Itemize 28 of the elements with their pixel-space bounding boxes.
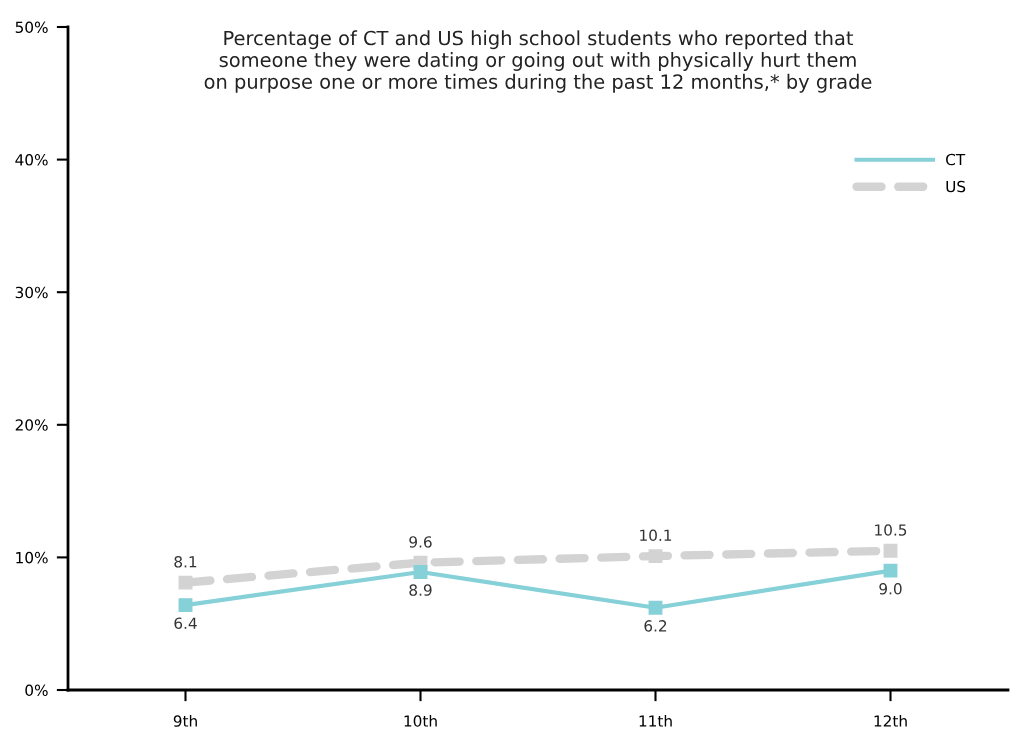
point: [648, 549, 663, 564]
data-label: 8.1: [174, 556, 197, 568]
data-label: 8.9: [409, 584, 432, 596]
point: [648, 600, 663, 615]
point: [178, 598, 193, 613]
y-tick-label: 10%: [16, 551, 48, 564]
data-label: 6.2: [644, 620, 667, 632]
y-tick-label: 0%: [25, 684, 48, 697]
point: [883, 563, 898, 578]
x-tick-label: 12th: [874, 715, 907, 727]
point: [413, 565, 428, 579]
x-tick-label: 9th: [173, 715, 197, 727]
data-label: 9.6: [409, 536, 432, 548]
x-tick-label: 10th: [404, 715, 437, 727]
point: [178, 575, 193, 590]
data-label: 10.5: [875, 524, 907, 536]
y-tick-label: 20%: [15, 419, 48, 431]
y-tick-label: 40%: [15, 154, 48, 166]
data-label: 9.0: [879, 582, 902, 595]
legend-label: US: [946, 180, 966, 193]
data-label: 10.1: [640, 529, 672, 542]
y-tick-label: 30%: [15, 286, 48, 299]
legend-label: CT: [946, 153, 966, 166]
y-tick-label: 50%: [15, 21, 48, 34]
text: Percentage of CT and US high school students who reported that someone they were dating or going out with physically hurt them on purpose one or more times during the past 12 months,* by grade: [204, 30, 872, 93]
data-label: 6.4: [174, 617, 197, 630]
x-tick-label: 11th: [639, 715, 672, 727]
point: [883, 543, 898, 558]
